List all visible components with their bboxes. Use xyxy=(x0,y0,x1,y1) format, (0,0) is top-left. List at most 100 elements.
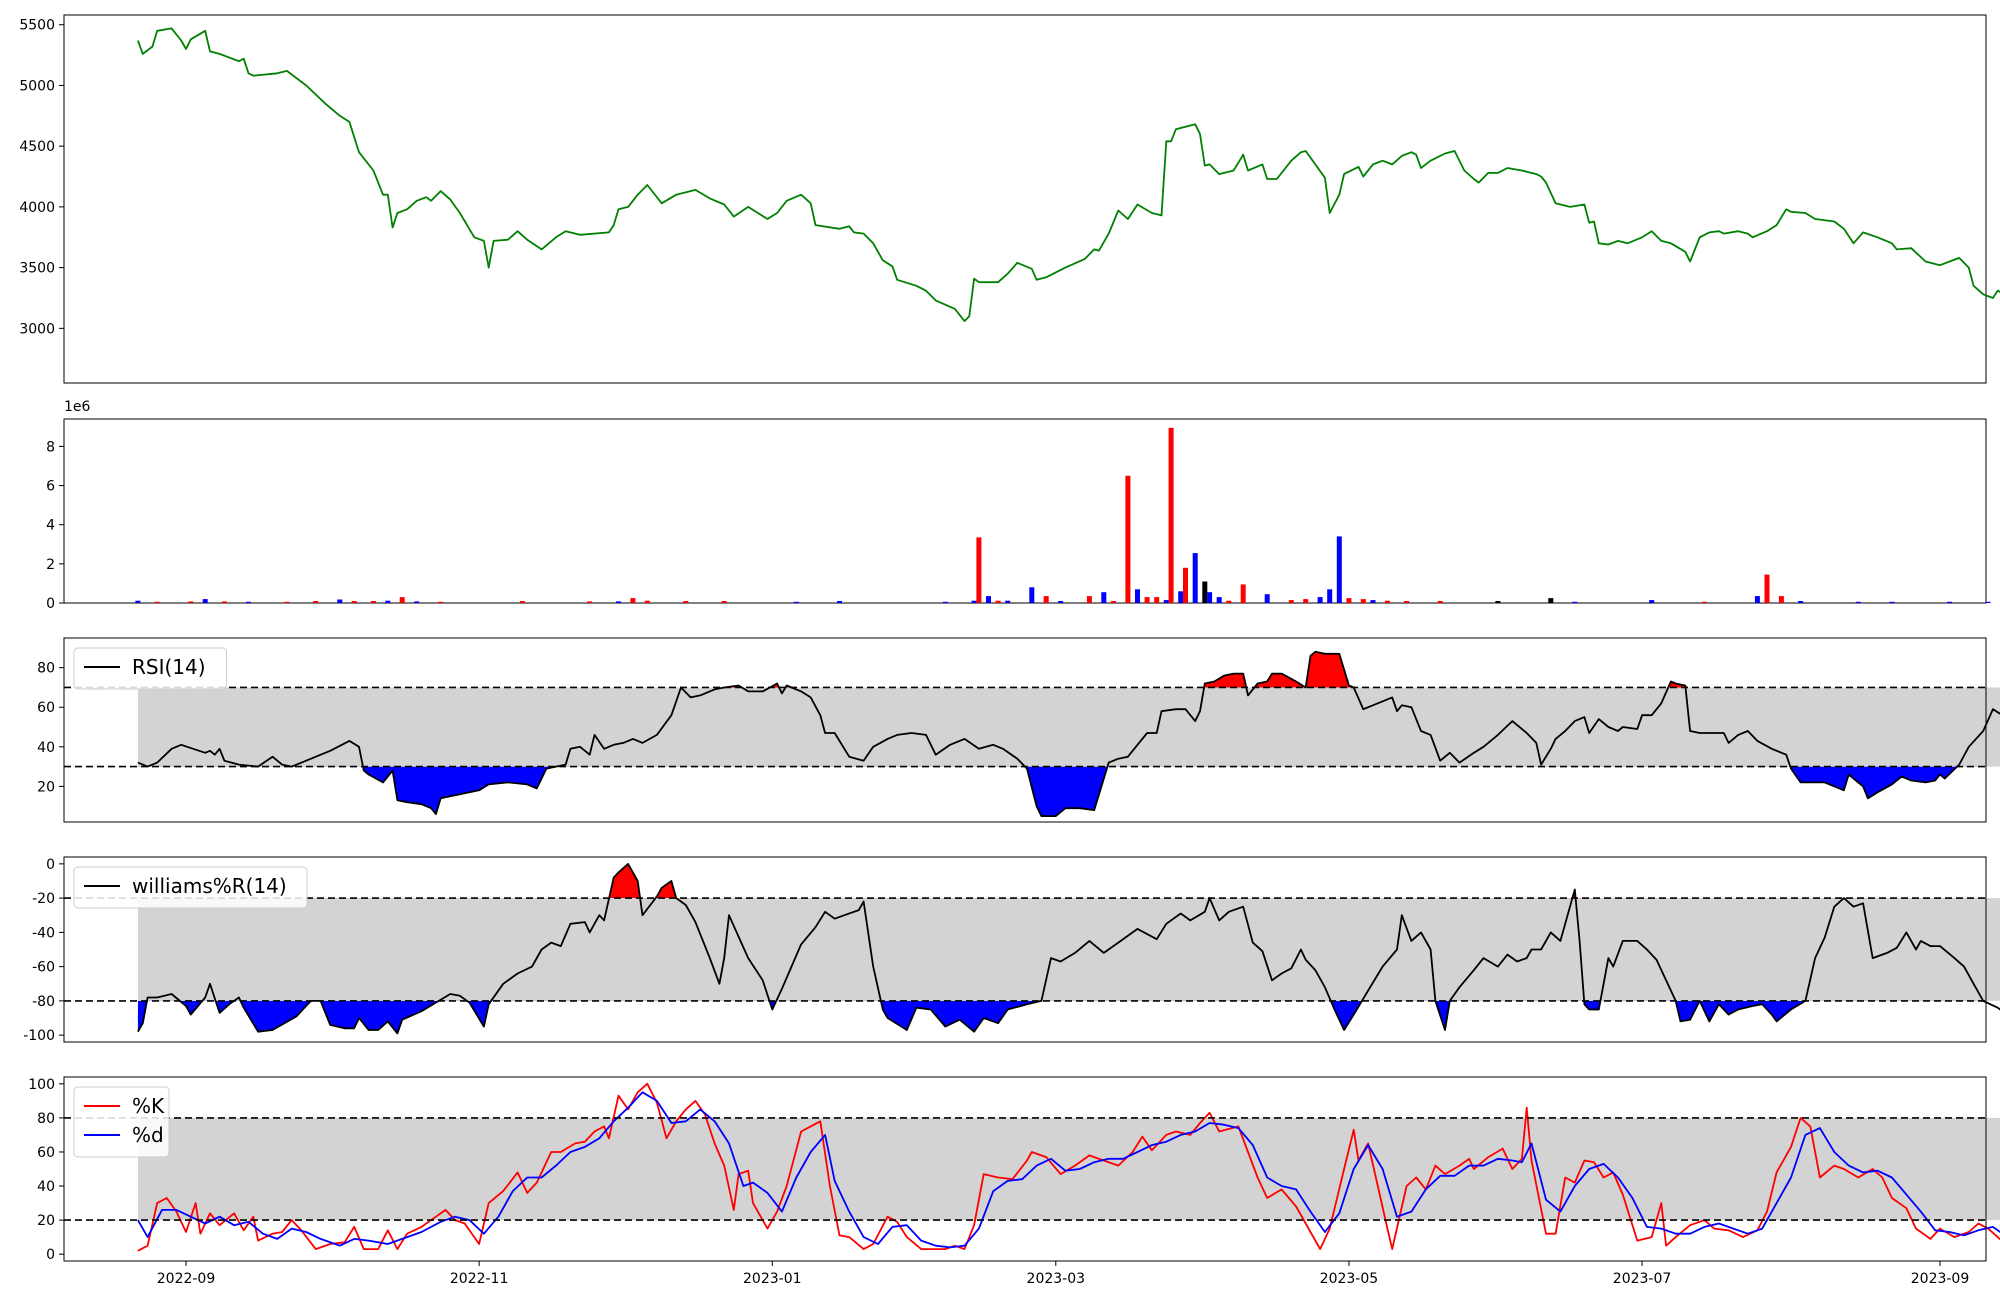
volume-bar xyxy=(438,601,444,603)
volume-bar xyxy=(630,598,636,603)
volume-bar xyxy=(385,600,391,603)
legend-label: %d xyxy=(132,1123,164,1147)
volume-bar xyxy=(1437,601,1443,603)
volume-bar xyxy=(1135,589,1140,603)
volume-bar xyxy=(370,601,376,603)
y-tick-label: 3000 xyxy=(19,321,55,337)
volume-panel: 0 2 4 6 8 1e6 xyxy=(46,399,1991,612)
volume-bar xyxy=(1572,601,1578,603)
volume-bar xyxy=(1216,597,1222,603)
y-tick-label: 80 xyxy=(37,1111,55,1127)
price-line xyxy=(137,27,2000,323)
volume-bar xyxy=(1360,599,1366,603)
stoch-k-line xyxy=(137,1082,2000,1252)
volume-bar xyxy=(351,601,357,603)
williams-r-line xyxy=(137,863,2000,1035)
y-tick-label: -80 xyxy=(32,994,55,1010)
stochastic-panel: 0 20 40 60 80 100 %K %d xyxy=(28,1076,2000,1263)
volume-bar xyxy=(1889,601,1895,603)
volume-bar xyxy=(1029,587,1035,603)
y-tick-label: 20 xyxy=(37,1213,55,1229)
volume-bar xyxy=(721,601,727,603)
volume-bar xyxy=(1154,597,1160,603)
volume-bar xyxy=(1168,427,1174,603)
volume-bar xyxy=(1163,600,1169,603)
volume-bar xyxy=(519,601,525,603)
y-tick-label: 0 xyxy=(46,596,55,612)
y-tick-label: 100 xyxy=(28,1077,55,1093)
volume-bar xyxy=(986,596,991,603)
volume-bar xyxy=(1086,596,1092,603)
volume-bar xyxy=(1303,599,1309,603)
y-tick-label: -100 xyxy=(23,1028,55,1044)
volume-bar xyxy=(313,601,319,603)
williams-r-panel: -100 -80 -60 -40 -20 0 williams%R(14) xyxy=(23,856,2000,1044)
x-tick-label: 2023-03 xyxy=(1027,1271,1086,1287)
y-tick-label: 80 xyxy=(37,661,55,677)
price-panel: 3000 3500 4000 4500 5000 5500 xyxy=(19,14,2000,384)
y-tick-label: 2 xyxy=(46,557,55,573)
y-tick-label: 60 xyxy=(37,1145,55,1161)
volume-bar xyxy=(1125,475,1131,603)
volume-bar xyxy=(616,601,621,603)
volume-bar xyxy=(284,601,290,603)
volume-bar xyxy=(414,601,420,603)
plot-frame xyxy=(63,856,1987,1043)
y-tick-label: 3500 xyxy=(19,261,55,277)
legend-label: williams%R(14) xyxy=(132,874,287,898)
rsi-panel: 20 40 60 80 RSI(14) xyxy=(37,637,2000,823)
volume-bar xyxy=(1183,567,1188,603)
volume-bar xyxy=(995,600,1001,603)
volume-bar xyxy=(1495,601,1501,603)
y-tick-label: 0 xyxy=(46,857,55,873)
volume-bar xyxy=(1327,589,1333,603)
volume-bar xyxy=(1317,597,1323,603)
volume-bar xyxy=(942,601,948,603)
volume-bar xyxy=(1855,601,1861,603)
volume-bar xyxy=(1404,601,1410,603)
y-tick-label: 5500 xyxy=(19,18,55,34)
rsi-line xyxy=(137,650,2000,817)
volume-bar xyxy=(1058,601,1064,603)
x-axis: 2022-09 2022-11 2023-01 2023-03 2023-05 2023-… xyxy=(157,1261,1970,1287)
volume-bar xyxy=(1754,596,1760,603)
y-tick-label: 5000 xyxy=(19,78,55,94)
volume-bar xyxy=(1111,601,1116,603)
x-tick-label: 2023-09 xyxy=(1911,1271,1970,1287)
x-tick-label: 2023-05 xyxy=(1320,1271,1379,1287)
y-tick-label: 0 xyxy=(46,1247,55,1263)
y-tick-label: 4500 xyxy=(19,139,55,155)
volume-bar xyxy=(1346,598,1352,603)
y-tick-label: 4 xyxy=(46,518,55,534)
volume-bar xyxy=(587,601,593,603)
volume-bar xyxy=(1370,600,1376,603)
volume-bar xyxy=(1649,600,1655,603)
volume-bar xyxy=(1043,596,1049,603)
volume-bar xyxy=(399,597,405,603)
y-tick-label: -20 xyxy=(32,891,55,907)
y-tick-label: 6 xyxy=(46,479,55,495)
stoch-d-line xyxy=(137,1091,2000,1249)
volume-bar xyxy=(1985,601,1991,603)
plot-frame xyxy=(63,1076,1987,1262)
volume-bar xyxy=(793,601,799,603)
plot-frame xyxy=(63,418,1987,604)
volume-bar xyxy=(1178,591,1184,603)
volume-bar xyxy=(1202,581,1208,603)
plot-frame xyxy=(63,637,1987,823)
volume-bar xyxy=(1192,553,1198,603)
volume-bar xyxy=(337,599,343,603)
neutral-band xyxy=(137,898,2000,1001)
volume-bar xyxy=(246,601,251,603)
volume-bar xyxy=(1288,600,1294,603)
y-tick-label: -40 xyxy=(32,925,55,941)
y-tick-label: 20 xyxy=(37,779,55,795)
legend-box xyxy=(73,1086,170,1158)
y-tick-label: 40 xyxy=(37,740,55,756)
legend-box xyxy=(73,866,308,909)
y-tick-label: 40 xyxy=(37,1179,55,1195)
legend-label: %K xyxy=(132,1094,165,1118)
volume-bar xyxy=(1702,601,1707,603)
volume-bar xyxy=(188,601,194,603)
